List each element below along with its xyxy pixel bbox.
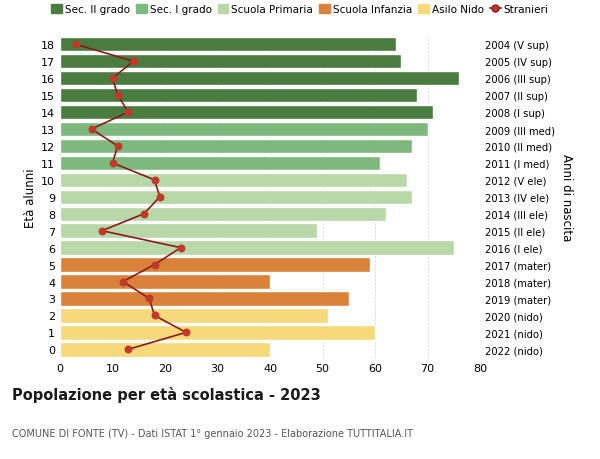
Bar <box>60 38 396 52</box>
Point <box>124 109 133 117</box>
Point <box>124 346 133 353</box>
Point <box>181 329 191 336</box>
Point <box>86 126 96 134</box>
Bar <box>60 258 370 272</box>
Bar <box>60 55 401 69</box>
Point <box>108 160 118 167</box>
Bar <box>60 173 407 188</box>
Point <box>113 92 122 100</box>
Legend: Sec. II grado, Sec. I grado, Scuola Primaria, Scuola Infanzia, Asilo Nido, Stran: Sec. II grado, Sec. I grado, Scuola Prim… <box>52 5 548 15</box>
Point <box>150 177 160 184</box>
Bar <box>60 291 349 306</box>
Bar <box>60 241 454 255</box>
Bar <box>60 308 328 323</box>
Bar <box>60 140 412 154</box>
Point <box>97 228 107 235</box>
Bar <box>60 275 270 289</box>
Bar <box>60 190 412 205</box>
Text: COMUNE DI FONTE (TV) - Dati ISTAT 1° gennaio 2023 - Elaborazione TUTTITALIA.IT: COMUNE DI FONTE (TV) - Dati ISTAT 1° gen… <box>12 428 413 438</box>
Point <box>155 194 164 201</box>
Point <box>176 245 185 252</box>
Point <box>150 312 160 319</box>
Bar <box>60 89 417 103</box>
Point <box>118 278 128 285</box>
Bar <box>60 325 375 340</box>
Point <box>71 41 80 49</box>
Bar <box>60 207 386 221</box>
Bar <box>60 157 380 171</box>
Y-axis label: Anni di nascita: Anni di nascita <box>560 154 574 241</box>
Point <box>108 75 118 83</box>
Bar <box>60 106 433 120</box>
Y-axis label: Età alunni: Età alunni <box>24 168 37 227</box>
Bar <box>60 342 270 357</box>
Bar <box>60 224 317 238</box>
Bar <box>60 72 459 86</box>
Point <box>128 58 138 66</box>
Bar <box>60 123 427 137</box>
Point <box>145 295 154 302</box>
Point <box>139 211 149 218</box>
Text: Popolazione per età scolastica - 2023: Popolazione per età scolastica - 2023 <box>12 386 321 403</box>
Point <box>113 143 122 150</box>
Point <box>150 261 160 269</box>
